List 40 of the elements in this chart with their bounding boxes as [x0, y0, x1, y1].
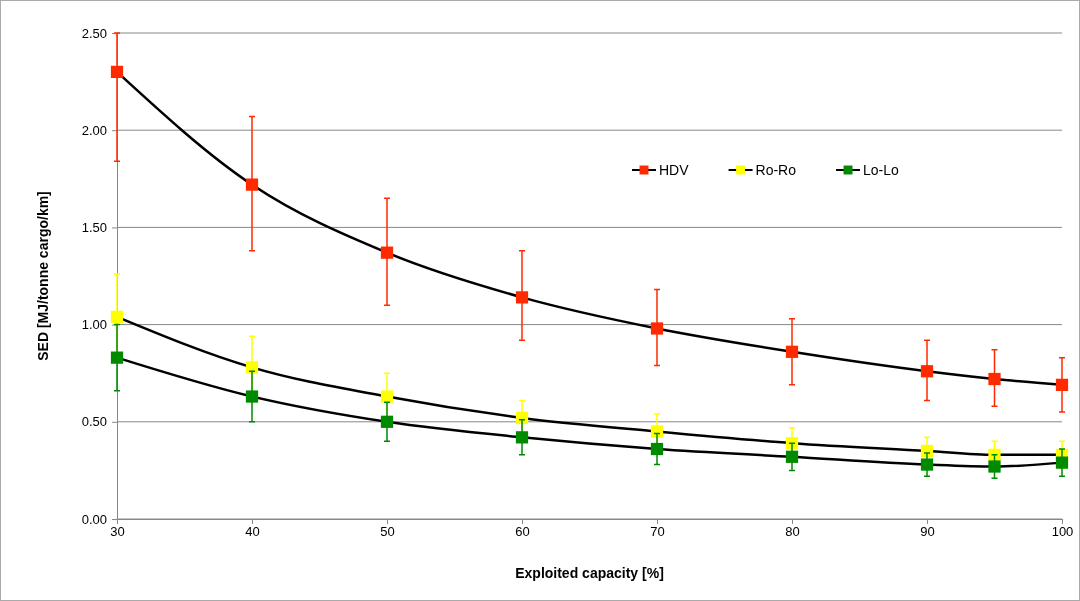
point [785, 345, 799, 358]
y-tick-label: 2.50 [81, 25, 107, 41]
point [245, 361, 259, 374]
y-axis-title: SED [MJ/tonne cargo/km] [35, 191, 51, 361]
x-axis-title: Exploited capacity [%] [515, 565, 664, 581]
point [110, 351, 124, 364]
point [988, 460, 1001, 473]
x-tick-label: 40 [245, 524, 260, 540]
point [920, 365, 934, 378]
x-tick-label: 100 [1051, 524, 1074, 540]
point [380, 415, 394, 428]
y-tick-label: 0.00 [81, 511, 107, 527]
point [650, 442, 664, 456]
point [245, 178, 259, 191]
point [785, 450, 799, 463]
y-tick-label: 0.50 [81, 414, 107, 430]
point [380, 246, 394, 259]
point [988, 372, 1001, 386]
point [1055, 456, 1069, 469]
point [110, 310, 124, 323]
legend-label: Lo-Lo [863, 161, 900, 178]
legend-label: HDV [659, 161, 690, 178]
point [515, 431, 529, 444]
x-tick-label: 70 [650, 524, 665, 540]
x-tick-label: 50 [380, 524, 395, 540]
point [245, 390, 259, 403]
point [1055, 378, 1069, 391]
point [380, 390, 394, 403]
x-tick-label: 30 [110, 524, 125, 540]
point [515, 291, 529, 304]
y-tick-label: 1.00 [81, 317, 107, 333]
point [650, 322, 664, 335]
x-tick-label: 80 [785, 524, 800, 540]
y-tick-label: 1.50 [81, 220, 107, 236]
legend-label: Ro-Ro [755, 161, 797, 178]
point [110, 65, 124, 78]
x-tick-label: 60 [515, 524, 530, 540]
x-tick-label: 90 [920, 524, 935, 540]
point [920, 458, 934, 471]
y-tick-label: 2.00 [81, 122, 107, 138]
